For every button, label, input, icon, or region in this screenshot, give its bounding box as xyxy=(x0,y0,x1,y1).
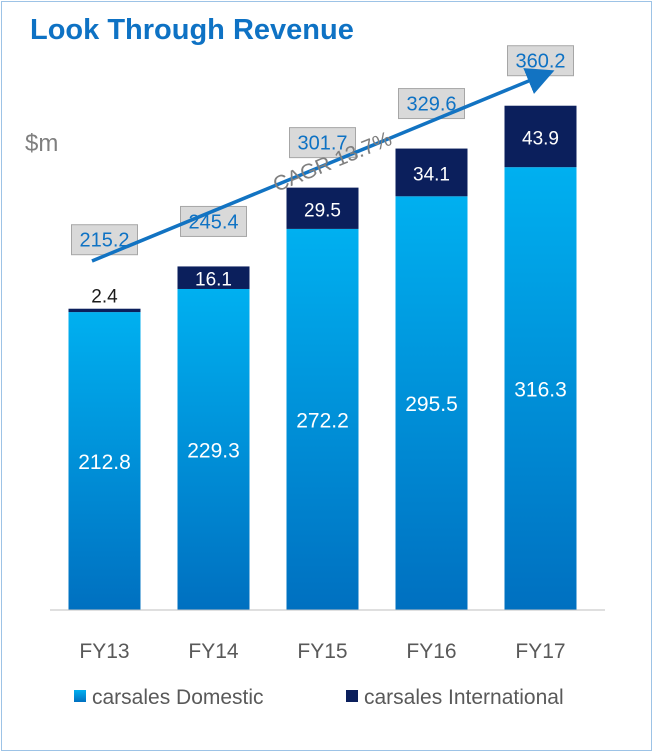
data-label-international: 2.4 xyxy=(91,287,118,308)
legend-swatch-domestic xyxy=(74,690,86,702)
data-label-international: 43.9 xyxy=(522,128,559,149)
bar-international xyxy=(286,187,359,229)
data-label-domestic: 229.3 xyxy=(187,439,240,462)
x-tick-label: FY14 xyxy=(188,640,239,663)
bar-domestic xyxy=(504,167,577,610)
bar-domestic xyxy=(68,312,141,610)
data-label-domestic: 272.2 xyxy=(296,409,349,432)
bar-domestic xyxy=(395,196,468,611)
x-tick-label: FY15 xyxy=(297,640,347,663)
bar-domestic xyxy=(286,228,359,611)
x-tick-label: FY13 xyxy=(79,640,129,663)
total-label: 301.7 xyxy=(297,133,347,155)
bar-international xyxy=(395,148,468,197)
total-box xyxy=(71,224,138,256)
data-label-domestic: 295.5 xyxy=(405,393,458,416)
total-box xyxy=(289,127,356,159)
total-label: 329.6 xyxy=(406,94,456,116)
bar-international xyxy=(177,266,250,289)
bar-international xyxy=(68,308,141,313)
unit-label: $m xyxy=(25,130,59,157)
x-tick-label: FY16 xyxy=(406,640,456,663)
total-label: 360.2 xyxy=(515,51,565,73)
data-label-domestic: 212.8 xyxy=(78,451,131,474)
data-label-international: 34.1 xyxy=(413,164,450,185)
legend-label-domestic: carsales Domestic xyxy=(92,686,264,709)
data-label-domestic: 316.3 xyxy=(514,379,567,402)
bar-domestic xyxy=(177,288,250,610)
total-label: 215.2 xyxy=(79,230,129,252)
legend-label-international: carsales International xyxy=(364,686,564,709)
x-tick-label: FY17 xyxy=(515,640,565,663)
data-label-international: 29.5 xyxy=(304,200,341,221)
data-label-international: 16.1 xyxy=(195,270,232,291)
bar-international xyxy=(504,105,577,168)
chart-title: Look Through Revenue xyxy=(30,14,354,46)
total-label: 245.4 xyxy=(188,211,238,233)
cagr-arrow xyxy=(91,68,555,263)
legend-swatch-international xyxy=(346,690,358,702)
